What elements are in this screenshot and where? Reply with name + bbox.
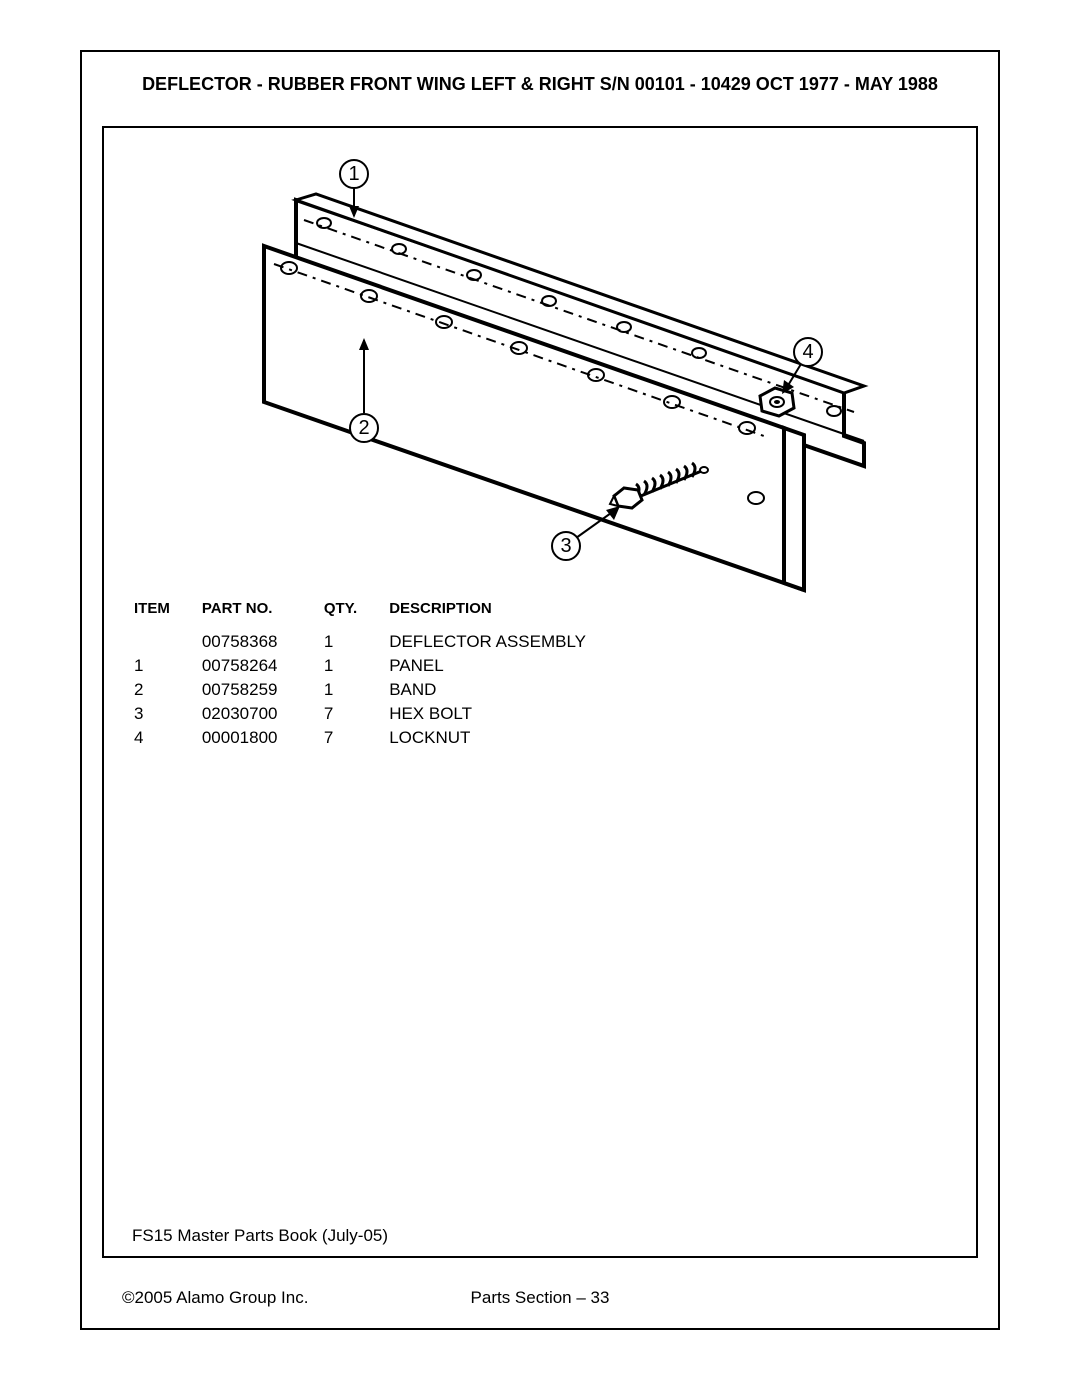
cell-qty: 7: [324, 727, 387, 749]
svg-text:3: 3: [560, 535, 571, 557]
cell-item: 3: [134, 703, 200, 725]
th-desc: DESCRIPTION: [389, 600, 616, 629]
cell-desc: HEX BOLT: [389, 703, 616, 725]
cell-desc: PANEL: [389, 655, 616, 677]
cell-part: 00001800: [202, 727, 322, 749]
th-item: ITEM: [134, 600, 200, 629]
cell-part: 02030700: [202, 703, 322, 725]
cell-qty: 1: [324, 631, 387, 653]
table-row: 4 00001800 7 LOCKNUT: [134, 727, 616, 749]
cell-item: 2: [134, 679, 200, 701]
cell-part: 00758368: [202, 631, 322, 653]
cell-qty: 1: [324, 679, 387, 701]
book-note: FS15 Master Parts Book (July-05): [132, 1226, 388, 1246]
exploded-diagram: 1 2 3 4: [144, 138, 944, 598]
th-qty: QTY.: [324, 600, 387, 629]
cell-desc: DEFLECTOR ASSEMBLY: [389, 631, 616, 653]
parts-table: ITEM PART NO. QTY. DESCRIPTION 00758368 …: [132, 598, 618, 751]
cell-qty: 7: [324, 703, 387, 725]
part-locknut: [760, 388, 794, 416]
footer-section: Parts Section – 33: [82, 1288, 998, 1308]
cell-part: 00758259: [202, 679, 322, 701]
table-row: 00758368 1 DEFLECTOR ASSEMBLY: [134, 631, 616, 653]
svg-text:2: 2: [358, 417, 369, 439]
cell-desc: BAND: [389, 679, 616, 701]
parts-table-head: ITEM PART NO. QTY. DESCRIPTION: [134, 600, 616, 629]
cell-desc: LOCKNUT: [389, 727, 616, 749]
outer-frame: DEFLECTOR - RUBBER FRONT WING LEFT & RIG…: [80, 50, 1000, 1330]
parts-table-body: 00758368 1 DEFLECTOR ASSEMBLY 1 00758264…: [134, 631, 616, 749]
cell-item: [134, 631, 200, 653]
svg-text:1: 1: [348, 163, 359, 185]
svg-text:4: 4: [802, 341, 813, 363]
table-row: 1 00758264 1 PANEL: [134, 655, 616, 677]
th-part: PART NO.: [202, 600, 322, 629]
cell-part: 00758264: [202, 655, 322, 677]
cell-qty: 1: [324, 655, 387, 677]
table-row: 2 00758259 1 BAND: [134, 679, 616, 701]
cell-item: 1: [134, 655, 200, 677]
cell-item: 4: [134, 727, 200, 749]
page-title: DEFLECTOR - RUBBER FRONT WING LEFT & RIG…: [82, 74, 998, 95]
inner-frame: 1 2 3 4: [102, 126, 978, 1258]
table-row: 3 02030700 7 HEX BOLT: [134, 703, 616, 725]
